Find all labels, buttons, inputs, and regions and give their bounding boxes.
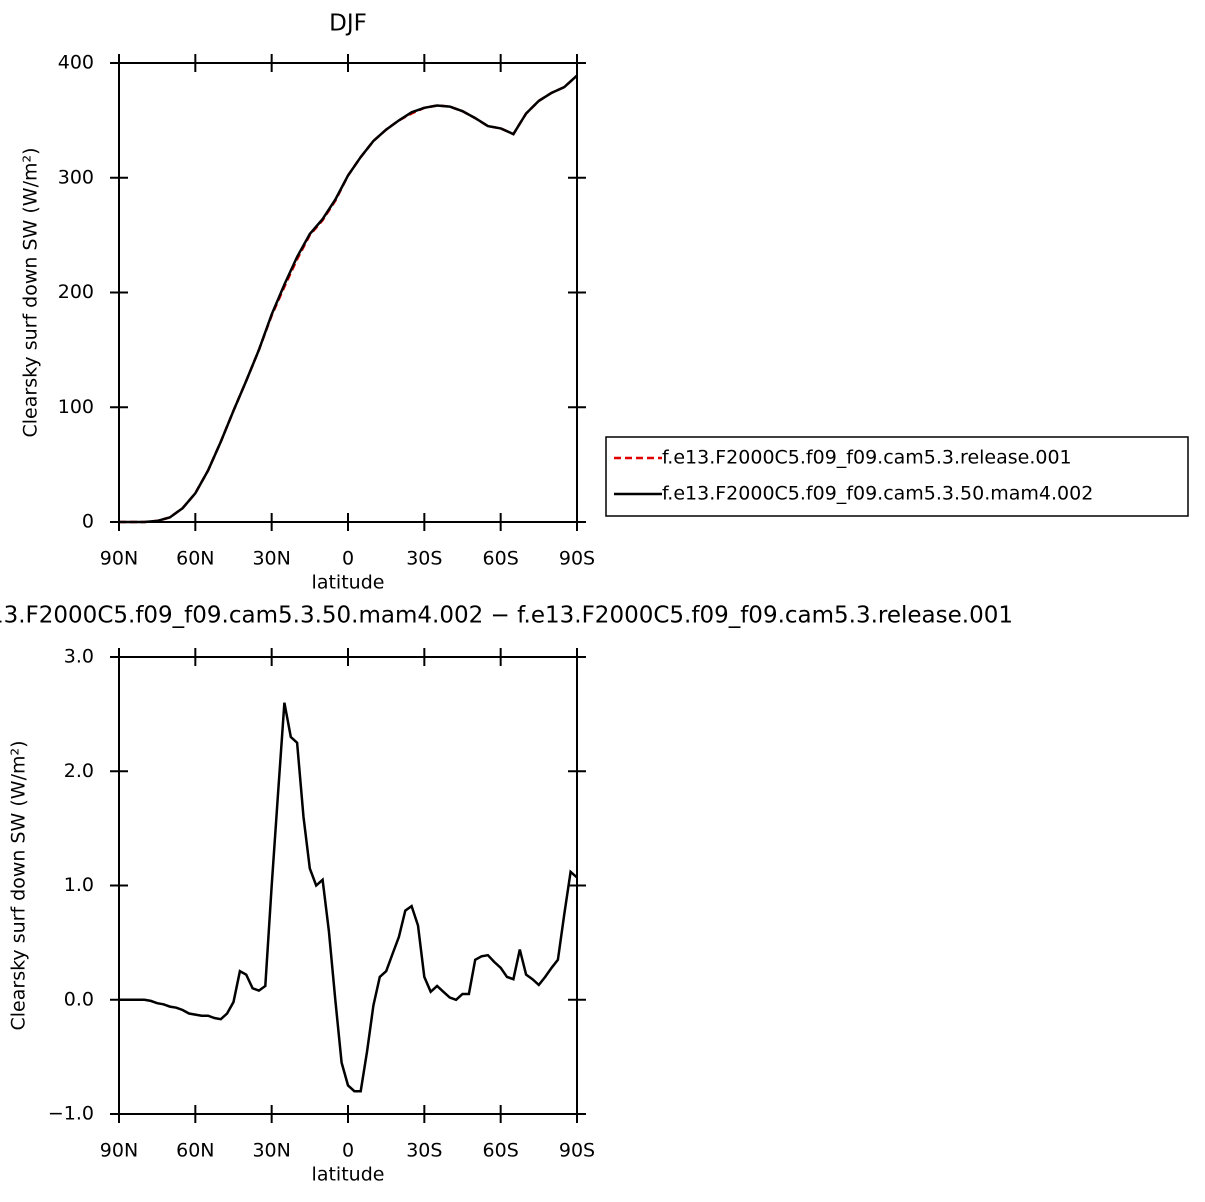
chart-panel: f.e13.F2000C5.f09_f09.cam5.3.50.mam4.002… — [0, 603, 1013, 1186]
legend-label: f.e13.F2000C5.f09_f09.cam5.3.release.001 — [662, 447, 1072, 469]
data-line — [119, 702, 578, 1093]
y-tick-label: 100 — [58, 396, 94, 418]
chart-title: DJF — [329, 11, 367, 37]
x-tick-label: 30N — [252, 1140, 290, 1162]
x-tick-label: 30N — [252, 548, 290, 570]
data-line — [119, 74, 578, 524]
x-tick-label: 0 — [342, 1140, 354, 1162]
x-axis-label: latitude — [312, 1164, 385, 1186]
x-tick-label: 90N — [100, 548, 138, 570]
y-tick-label: 200 — [58, 281, 94, 303]
y-tick-label: 400 — [58, 52, 94, 74]
x-tick-label: 60N — [176, 1140, 214, 1162]
x-tick-label: 60S — [483, 548, 519, 570]
y-tick-label: 0 — [82, 511, 94, 533]
chart-panel: DJF 90N 60N 30N 0 30S 60S 90S 0 100 200 300 400 latit… — [20, 11, 1189, 594]
x-axis-label: latitude — [312, 572, 385, 594]
x-tick-label: 90N — [100, 1140, 138, 1162]
x-tick-label: 30S — [406, 1140, 442, 1162]
y-tick-label: 1.0 — [64, 874, 94, 896]
legend-box — [605, 436, 1189, 517]
x-tick-label: 90S — [559, 1140, 595, 1162]
legend-label: f.e13.F2000C5.f09_f09.cam5.3.50.mam4.002 — [662, 483, 1093, 505]
y-axis-label: Clearsky surf down SW (W/m²) — [20, 147, 42, 437]
x-tick-label: 60S — [483, 1140, 519, 1162]
x-tick-label: 60N — [176, 548, 214, 570]
y-axis-label: Clearsky surf down SW (W/m²) — [8, 740, 30, 1030]
chart-title: f.e13.F2000C5.f09_f09.cam5.3.50.mam4.002… — [0, 603, 1013, 629]
plot-frame — [118, 656, 578, 1115]
x-tick-label: 90S — [559, 548, 595, 570]
y-tick-label: 0.0 — [64, 988, 94, 1010]
y-tick-label: 300 — [58, 166, 94, 188]
data-line — [119, 74, 578, 524]
x-tick-label: 30S — [406, 548, 442, 570]
y-tick-label: 3.0 — [64, 646, 94, 668]
y-tick-label: −1.0 — [48, 1103, 94, 1125]
y-tick-label: 2.0 — [64, 760, 94, 782]
x-tick-label: 0 — [342, 548, 354, 570]
